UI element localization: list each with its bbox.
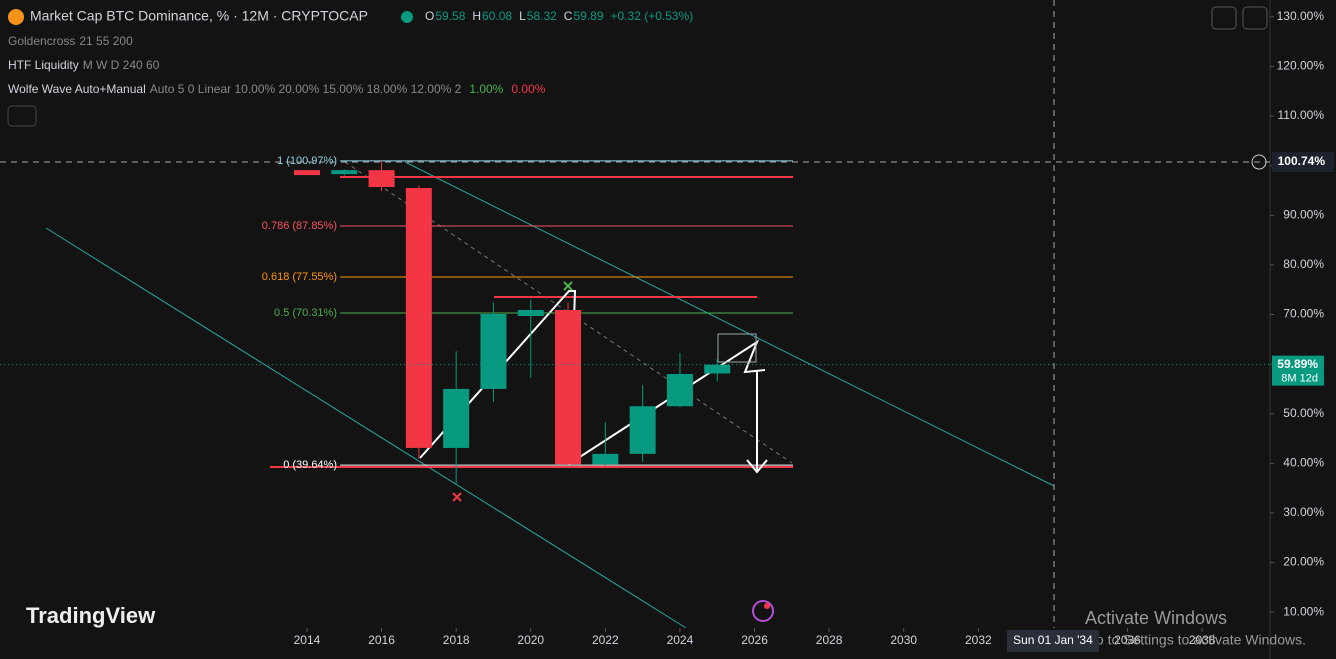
candle-body bbox=[331, 170, 358, 175]
symbol-logo bbox=[8, 9, 24, 25]
wolfe-box bbox=[717, 333, 757, 363]
status-dot bbox=[401, 11, 413, 23]
indicator-up: 1.00% bbox=[469, 82, 503, 96]
activate-text: Go to Settings to activate Windows. bbox=[1085, 632, 1306, 648]
ohlc-key: C bbox=[564, 9, 573, 23]
candle-body bbox=[555, 310, 582, 465]
candle-body bbox=[480, 314, 507, 389]
candle-body bbox=[443, 388, 470, 448]
crosshair-x-label: Sun 01 Jan '34 bbox=[1013, 633, 1093, 647]
candle-body bbox=[666, 374, 693, 407]
ohlc-key: L bbox=[519, 9, 526, 23]
icon bbox=[764, 603, 770, 609]
x-tick-label: 2014 bbox=[294, 633, 321, 647]
candle-body bbox=[517, 310, 544, 316]
x-tick-label: 2032 bbox=[965, 633, 992, 647]
candle-body bbox=[368, 170, 395, 188]
y-tick-label: 110.00% bbox=[1278, 108, 1325, 122]
fib-label: 0.618 (77.55%) bbox=[262, 271, 337, 283]
ohlc-value: 60.08 bbox=[482, 9, 512, 23]
crosshair-label: 100.74% bbox=[1278, 154, 1326, 168]
y-tick-label: 10.00% bbox=[1283, 604, 1324, 618]
y-tick-label: 90.00% bbox=[1283, 207, 1324, 221]
indicator-params: M W D 240 60 bbox=[83, 58, 160, 72]
y-tick-label: 120.00% bbox=[1277, 59, 1325, 73]
button[interactable] bbox=[1211, 6, 1237, 30]
ohlc-key: H bbox=[472, 9, 481, 23]
y-tick-label: 50.00% bbox=[1283, 406, 1324, 420]
x-tick-label: 2028 bbox=[816, 633, 843, 647]
ohlc-key: O bbox=[425, 9, 434, 23]
x-tick-label: 2024 bbox=[667, 633, 694, 647]
x-tick-label: 2020 bbox=[517, 633, 544, 647]
wolfe-wave bbox=[419, 290, 766, 466]
collapse-button[interactable] bbox=[7, 105, 37, 127]
fib-label: 0 (39.64%) bbox=[283, 459, 337, 471]
x-tick-label: 2038 bbox=[1189, 633, 1216, 647]
fib-label: 1 (100.97%) bbox=[277, 155, 337, 167]
marker bbox=[563, 281, 573, 291]
countdown-label: 8M 12d bbox=[1281, 373, 1318, 385]
x-tick-label: 2030 bbox=[890, 633, 917, 647]
x-tick-label: 2026 bbox=[741, 633, 768, 647]
activate-title: Activate Windows bbox=[1085, 608, 1227, 628]
candle-body bbox=[704, 364, 731, 374]
fib-label: 0.5 (70.31%) bbox=[274, 307, 337, 319]
y-tick-label: 70.00% bbox=[1283, 307, 1324, 321]
y-tick-label: 20.00% bbox=[1283, 555, 1324, 569]
y-tick-label: 40.00% bbox=[1283, 455, 1324, 469]
candle-body bbox=[405, 188, 432, 448]
x-tick-label: 2036 bbox=[1114, 633, 1141, 647]
x-crosshair-tag bbox=[1006, 630, 1099, 652]
candle-body bbox=[293, 170, 320, 176]
x-tick-label: 2018 bbox=[443, 633, 470, 647]
indicator-down: 0.00% bbox=[511, 82, 545, 96]
indicator-params: Auto 5 0 Linear 10.00% 20.00% 15.00% 18.… bbox=[150, 82, 462, 96]
trend-line bbox=[45, 227, 687, 629]
fib-label: 0.786 (87.85%) bbox=[262, 220, 337, 232]
candle-body bbox=[592, 453, 619, 465]
last-price-tag bbox=[1272, 355, 1324, 386]
title: Market Cap BTC Dominance, % · 12M · CRYP… bbox=[30, 8, 368, 24]
add-button[interactable] bbox=[1251, 154, 1267, 170]
candle-body bbox=[629, 406, 656, 454]
icon bbox=[752, 600, 774, 622]
indicator-name: Wolfe Wave Auto+Manual bbox=[8, 82, 146, 96]
price-tag bbox=[1272, 152, 1334, 173]
change: +0.32 (+0.53%) bbox=[611, 9, 694, 23]
ohlc-value: 58.32 bbox=[527, 9, 557, 23]
ohlc-value: 59.58 bbox=[435, 9, 465, 23]
indicator-name: HTF Liquidity bbox=[8, 58, 79, 72]
marker bbox=[452, 492, 462, 502]
x-tick-label: 2022 bbox=[592, 633, 619, 647]
button[interactable] bbox=[1242, 6, 1268, 30]
wolfe-arrow bbox=[746, 459, 768, 474]
indicator-name: Goldencross bbox=[8, 34, 75, 48]
last-price-label: 59.89% bbox=[1277, 357, 1318, 371]
trend-line bbox=[404, 161, 1055, 487]
y-axis-bg bbox=[1270, 0, 1336, 659]
y-tick-label: 130.00% bbox=[1277, 9, 1325, 23]
indicator-params: 21 55 200 bbox=[79, 34, 133, 48]
y-tick-label: 30.00% bbox=[1283, 505, 1324, 519]
x-tick-label: 2016 bbox=[368, 633, 395, 647]
y-tick-label: 80.00% bbox=[1283, 257, 1324, 271]
watermark: TradingView bbox=[26, 603, 156, 628]
ohlc-value: 59.89 bbox=[573, 9, 603, 23]
